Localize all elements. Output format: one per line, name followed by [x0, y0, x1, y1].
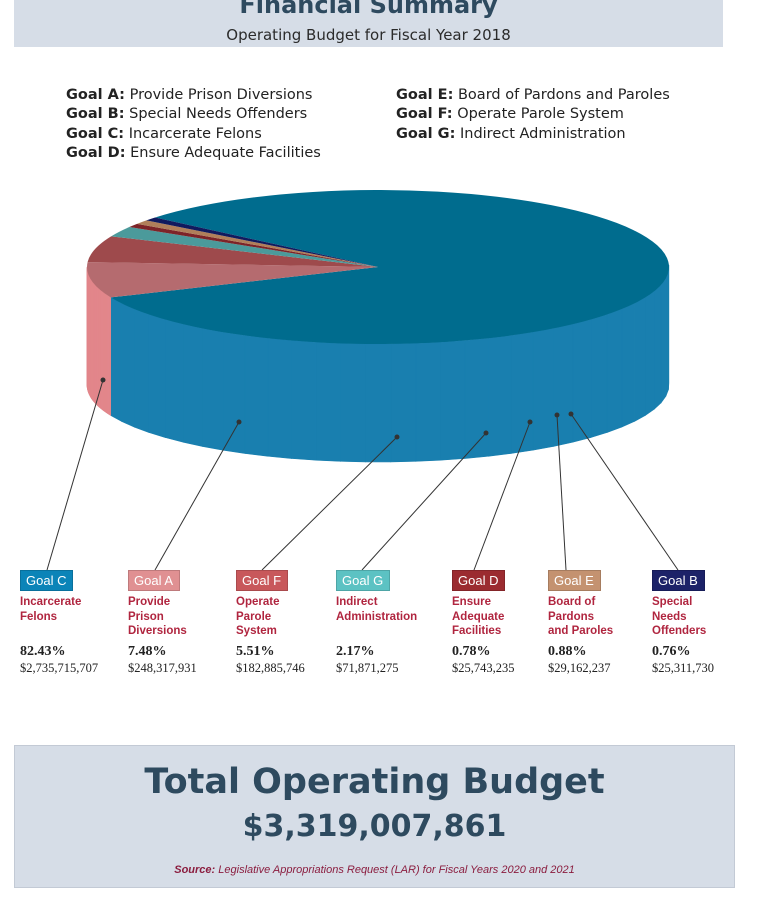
goal-key: Goal F: [396, 106, 453, 123]
goal-description: Indirect Administration [336, 596, 418, 623]
pie-slice-goal-e [137, 220, 378, 267]
pie-slice-goal-f [87, 236, 378, 267]
leader-line [261, 436, 398, 571]
goal-amount: $2,735,715,707 [20, 661, 99, 675]
goal-text: Special Needs Offenders [129, 106, 308, 123]
goal-amount: $29,162,237 [548, 661, 611, 675]
goal-legend-item: Goal A: Provide Prison Diversions [66, 86, 321, 105]
goal-badge: Goal D [452, 570, 506, 591]
source-label: Source: [174, 864, 216, 876]
goal-percent: 82.43% [20, 644, 66, 659]
leader-dot [554, 412, 560, 418]
leader-dot [483, 430, 489, 436]
leader-line [570, 413, 679, 571]
goal-card: Goal B Special Needs Offenders 0.76% $25,31… [652, 570, 714, 675]
goal-card: Goal E Board of Pardons and Paroles 0.88% $… [548, 570, 613, 675]
goal-text: Operate Parole System [457, 106, 624, 123]
goal-key: Goal D: [66, 145, 126, 162]
goal-text: Incarcerate Felons [128, 125, 262, 142]
source-text: Legislative Appropriations Request (LAR)… [218, 864, 575, 876]
goal-percent: 0.76% [652, 644, 691, 659]
goal-legend-right: Goal E: Board of Pardons and Paroles Goal… [396, 86, 670, 144]
total-title: Total Operating Budget [144, 762, 605, 802]
leader-line [361, 432, 487, 571]
goal-badge: Goal A [128, 570, 181, 591]
goal-description: Special Needs Offenders [652, 596, 707, 637]
goal-key: Goal G: [396, 125, 456, 142]
leader-dot [568, 411, 574, 417]
goal-text: Provide Prison Diversions [129, 87, 313, 103]
goal-amount: $182,885,746 [236, 661, 305, 675]
goal-legend-item: Goal E: Board of Pardons and Paroles [396, 86, 670, 105]
goal-card: Goal G Indirect Administration 2.17% $71,87… [336, 570, 417, 675]
source-note: Source: Legislative Appropriations Reque… [15, 864, 734, 876]
goal-badge: Goal F [236, 570, 289, 591]
goal-legend-item: Goal C: Incarcerate Felons [66, 125, 321, 144]
goal-amount: $248,317,931 [128, 661, 197, 675]
leader-line [556, 414, 567, 571]
goal-key: Goal C: [66, 125, 125, 142]
goal-description: Operate Parole System [236, 596, 280, 637]
leader-dot [527, 419, 533, 425]
goal-amount: $71,871,275 [336, 661, 399, 675]
goal-card: Goal D Ensure Adequate Facilities 0.78% $25… [452, 570, 515, 675]
pie-slice-goal-d [129, 223, 378, 267]
pie-slice-goal-c [110, 190, 670, 344]
goal-card: Goal A Provide Prison Diversions 7.48% $248… [128, 570, 197, 675]
goal-percent: 5.51% [236, 644, 275, 659]
goal-amount: $25,311,730 [652, 661, 715, 675]
pie-slice-goal-g [111, 227, 379, 267]
goal-legend-item: Goal D: Ensure Adequate Facilities [66, 144, 321, 163]
goal-description: Ensure Adequate Facilities [452, 596, 505, 637]
goal-legend-item: Goal B: Special Needs Offenders [66, 105, 321, 124]
goal-text: Ensure Adequate Facilities [130, 145, 321, 162]
pie-chart [46, 190, 679, 571]
leader-dot [394, 434, 400, 440]
goal-percent: 2.17% [336, 644, 375, 659]
leader-line [46, 379, 104, 571]
page-subtitle: Operating Budget for Fiscal Year 2018 [226, 26, 511, 44]
header-band: Financial Summary Operating Budget for F… [14, 0, 723, 47]
goal-badge: Goal E [548, 570, 601, 591]
goal-card: Goal F Operate Parole System 5.51% $182,885… [236, 570, 305, 675]
goal-text: Board of Pardons and Paroles [457, 87, 670, 103]
goal-badge: Goal C [20, 570, 74, 591]
goal-key: Goal A: [66, 87, 125, 103]
goal-key: Goal E: [396, 87, 454, 103]
total-amount: $3,319,007,861 [242, 809, 507, 844]
goal-key: Goal B: [66, 106, 125, 123]
goal-percent: 0.88% [548, 644, 587, 659]
leader-line [154, 421, 240, 571]
pie-slice-goal-b [146, 217, 378, 267]
goal-percent: 7.48% [128, 644, 167, 659]
leader-dot [100, 377, 106, 383]
goal-legend-item: Goal F: Operate Parole System [396, 105, 670, 124]
goal-amount: $25,743,235 [452, 661, 515, 675]
goal-badge: Goal B [652, 570, 705, 591]
total-budget-box: Total Operating Budget $3,319,007,861 So… [14, 745, 735, 888]
pie-slice-goal-a [86, 262, 378, 298]
goal-badge: Goal G [336, 570, 391, 591]
goal-legend-left: Goal A: Provide Prison Diversions Goal B:… [66, 86, 321, 164]
page-title: Financial Summary [239, 0, 498, 19]
goal-text: Indirect Administration [459, 125, 626, 142]
goal-legend-item: Goal G: Indirect Administration [396, 125, 670, 144]
leader-line [473, 421, 531, 571]
goal-description: Incarcerate Felons [20, 596, 82, 623]
goal-percent: 0.78% [452, 644, 491, 659]
goal-description: Board of Pardons and Paroles [548, 596, 614, 637]
goal-description: Provide Prison Diversions [128, 596, 187, 637]
leader-dot [236, 419, 242, 425]
goal-card: Goal C Incarcerate Felons 82.43% $2,735,715… [20, 570, 98, 675]
